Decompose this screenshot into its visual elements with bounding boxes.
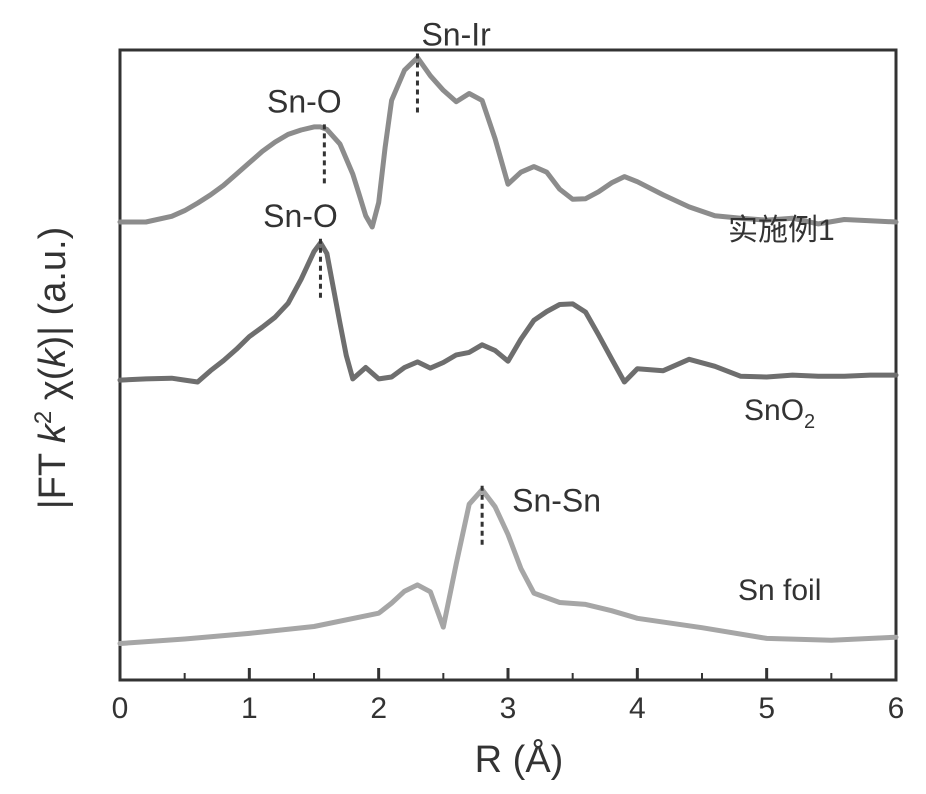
x-tick-label-1: 1 bbox=[241, 692, 258, 725]
series-label-group: 实施例1 SnO2 Sn foil bbox=[728, 214, 835, 607]
series-line-sno2 bbox=[120, 243, 896, 382]
y-label-k: k bbox=[32, 422, 74, 443]
y-label-exponent: 2 bbox=[30, 411, 57, 424]
series-label-sn-foil: Sn foil bbox=[738, 574, 821, 607]
peak-label-2: Sn-O bbox=[263, 198, 338, 234]
series-label-sno2: SnO2 bbox=[744, 394, 815, 433]
series-line-example1 bbox=[120, 58, 896, 227]
x-tick-label-4: 4 bbox=[629, 692, 646, 725]
x-axis-label: R (Å) bbox=[475, 737, 564, 781]
series-label-example1: 实施例1 bbox=[728, 214, 835, 247]
peak-label-3: Sn-Sn bbox=[512, 483, 601, 519]
x-tick-label-5: 5 bbox=[758, 692, 775, 725]
peak-label-0: Sn-Ir bbox=[421, 17, 491, 53]
x-tick-label-0: 0 bbox=[112, 692, 129, 725]
sno2-subscript: 2 bbox=[804, 411, 815, 433]
x-tick-label-3: 3 bbox=[500, 692, 517, 725]
x-tick-label-6: 6 bbox=[888, 692, 905, 725]
y-label-k2: k bbox=[32, 347, 74, 368]
y-label-end: )| (a.u.) bbox=[32, 227, 74, 349]
peak-label-1: Sn-O bbox=[267, 83, 342, 119]
series-layer bbox=[120, 58, 896, 644]
series-line-sn-foil bbox=[120, 490, 896, 644]
x-tick-label-2: 2 bbox=[370, 692, 387, 725]
y-label-chi: χ( bbox=[32, 367, 74, 411]
y-axis-label: |FT k2 χ(k)| (a.u.) bbox=[30, 227, 74, 509]
x-axis-ticks: 0 1 2 3 4 5 6 bbox=[112, 668, 905, 725]
peak-annotation-layer: Sn-Ir Sn-O Sn-O Sn-Sn bbox=[263, 17, 601, 546]
y-label-pre: |FT bbox=[32, 443, 74, 509]
